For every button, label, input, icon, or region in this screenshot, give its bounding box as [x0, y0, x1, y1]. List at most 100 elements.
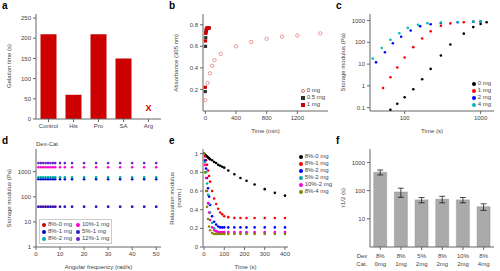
svg-text:0.6: 0.6 [190, 188, 199, 194]
svg-text:Angular frequency (rad/s): Angular frequency (rad/s) [65, 264, 133, 270]
html-text:τ1/2 (s): τ1/2 (s) [339, 188, 346, 208]
html-text:1 mg: 1 mg [306, 101, 320, 107]
html-text:a: a [2, 0, 8, 11]
svg-text:100: 100 [21, 76, 32, 82]
html-text:b: b [169, 0, 176, 11]
html-text:2 mg: 2 mg [477, 94, 491, 100]
svg-text:0.8: 0.8 [190, 169, 199, 175]
svg-text:50: 50 [24, 96, 31, 102]
svg-text:8%: 8% [397, 253, 406, 259]
html-text:Dex-Cat: Dex-Cat [36, 141, 58, 147]
html-text:8%-4 mg: 8%-4 mg [304, 188, 329, 194]
svg-text:400: 400 [280, 251, 291, 257]
svg-text:1000: 1000 [352, 18, 366, 24]
svg-text:2mg: 2mg [457, 261, 469, 267]
svg-text:800: 800 [262, 115, 273, 121]
svg-text:100: 100 [21, 194, 32, 200]
svg-text:200: 200 [239, 251, 250, 257]
svg-text:300: 300 [260, 251, 271, 257]
svg-text:10: 10 [358, 216, 365, 222]
html-text:8%-0 mg: 8%-0 mg [48, 221, 72, 227]
svg-text:Arg: Arg [144, 123, 153, 129]
svg-text:50: 50 [153, 251, 160, 257]
html-text:4 mg: 4 mg [477, 101, 491, 107]
svg-text:1000: 1000 [352, 160, 366, 166]
svg-text:200: 200 [21, 35, 32, 41]
html-text:8%-1 mg: 8%-1 mg [48, 228, 72, 234]
svg-text:2mg: 2mg [436, 261, 448, 267]
html-text:0 mg: 0 mg [477, 80, 491, 86]
svg-text:0.1: 0.1 [357, 105, 366, 111]
svg-text:0: 0 [34, 251, 38, 257]
svg-text:0mg: 0mg [374, 261, 386, 267]
svg-text:1mg: 1mg [395, 261, 407, 267]
svg-text:1: 1 [195, 151, 199, 157]
svg-text:30: 30 [105, 251, 112, 257]
svg-text:0.6: 0.6 [190, 43, 199, 49]
html-text:d: d [2, 135, 9, 146]
html-text:8%-2 mg: 8%-2 mg [304, 167, 329, 173]
html-text:5%-1 mg: 5%-1 mg [82, 228, 106, 234]
svg-text:0: 0 [28, 116, 32, 122]
svg-text:1200: 1200 [291, 115, 305, 121]
svg-text:0: 0 [202, 251, 206, 257]
svg-text:0.4: 0.4 [190, 65, 199, 71]
svg-text:10%: 10% [457, 253, 470, 259]
html-text:10%-1 mg: 10%-1 mg [82, 221, 110, 227]
svg-text:100: 100 [219, 251, 230, 257]
svg-text:250: 250 [21, 15, 32, 21]
svg-text:40: 40 [129, 251, 136, 257]
svg-text:10: 10 [57, 251, 64, 257]
html-text:Absorbance (305 nm): Absorbance (305 nm) [172, 33, 179, 92]
svg-text:4mg: 4mg [478, 261, 490, 267]
svg-text:1000: 1000 [474, 115, 488, 121]
svg-text:0.4: 0.4 [190, 207, 199, 213]
svg-text:0.2: 0.2 [190, 87, 199, 93]
html-text:8%-2 mg: 8%-2 mg [48, 235, 72, 241]
svg-text:8%: 8% [438, 253, 447, 259]
svg-text:Pro: Pro [94, 123, 104, 129]
svg-text:Control: Control [39, 123, 58, 129]
svg-text:20: 20 [81, 251, 88, 257]
svg-text:8%: 8% [479, 253, 488, 259]
svg-text:Cat.: Cat. [356, 261, 367, 267]
svg-text:0: 0 [195, 244, 199, 250]
svg-text:100: 100 [355, 39, 366, 45]
html-text:10%-2 mg: 10%-2 mg [304, 181, 332, 187]
html-text:12%-1 mg: 12%-1 mg [82, 235, 110, 241]
svg-text:His: His [69, 123, 78, 129]
svg-text:X: X [145, 103, 151, 113]
html-text:Storage modulus (Pa): Storage modulus (Pa) [339, 33, 346, 92]
html-text:8%-0 mg: 8%-0 mg [304, 153, 329, 159]
svg-text:Time (s): Time (s) [421, 128, 443, 134]
svg-text:400: 400 [231, 115, 242, 121]
svg-text:SA: SA [119, 123, 127, 129]
html-text:0 mg: 0 mg [306, 87, 320, 93]
svg-text:5%: 5% [417, 253, 426, 259]
svg-text:Dex: Dex [357, 253, 368, 259]
svg-text:Time (s): Time (s) [235, 264, 257, 270]
svg-text:0.8: 0.8 [190, 22, 199, 28]
html-text:c: c [336, 0, 342, 11]
html-text:Relaxation modulus (norm.): Relaxation modulus (norm.) [169, 171, 182, 225]
svg-text:100: 100 [355, 188, 366, 194]
html-text:8%-1 mg: 8%-1 mg [304, 160, 329, 166]
svg-text:1: 1 [28, 244, 32, 250]
html-text:Storage modulus (Pa): Storage modulus (Pa) [5, 168, 12, 228]
svg-text:1000: 1000 [18, 169, 32, 175]
svg-text:2mg: 2mg [416, 261, 428, 267]
html-text:0.5 mg: 0.5 mg [306, 94, 325, 100]
html-text:e: e [169, 135, 175, 146]
svg-text:100: 100 [400, 115, 411, 121]
svg-text:10: 10 [358, 61, 365, 67]
html-text:1 mg: 1 mg [477, 87, 491, 93]
html-text:5%-2 mg: 5%-2 mg [304, 174, 329, 180]
svg-text:150: 150 [21, 56, 32, 62]
svg-text:8%: 8% [376, 253, 385, 259]
svg-text:Time (min): Time (min) [251, 128, 279, 134]
html-text:Gelation time (s): Gelation time (s) [5, 44, 12, 89]
svg-text:1: 1 [362, 83, 366, 89]
svg-text:0.2: 0.2 [190, 225, 199, 231]
svg-text:10: 10 [24, 219, 31, 225]
svg-text:0: 0 [204, 115, 208, 121]
